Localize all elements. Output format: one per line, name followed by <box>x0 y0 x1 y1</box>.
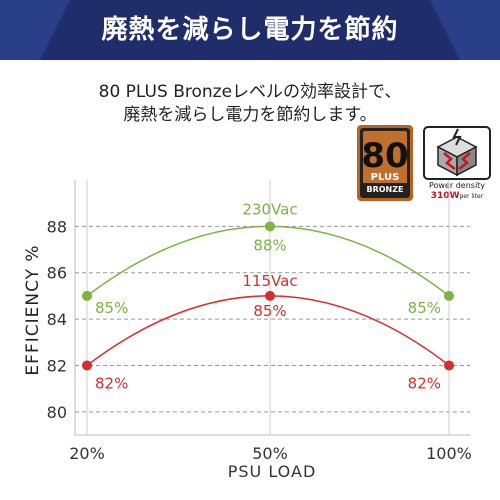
data-label-0-1: 88% <box>253 236 286 254</box>
data-point-1-0 <box>82 360 92 371</box>
data-label-0-0: 85% <box>95 299 128 317</box>
data-point-0-0 <box>82 290 92 301</box>
80-plus-bronze-badge: 80 PLUS BRONZE <box>357 125 413 201</box>
x-axis-title: PSU LOAD <box>228 462 317 481</box>
y-tick-label-80: 80 <box>47 403 67 422</box>
x-tick-label-1: 50% <box>252 444 288 463</box>
power-density-label: Power density <box>428 181 486 190</box>
header-banner: 廃熱を減らし電力を節約 <box>0 0 500 60</box>
power-density-icon <box>423 126 491 180</box>
data-label-1-2: 82% <box>408 374 441 392</box>
x-tick-label-0: 20% <box>69 444 105 463</box>
data-label-0-2: 85% <box>408 299 441 317</box>
y-tick-label-86: 86 <box>47 264 67 283</box>
data-label-1-1: 85% <box>253 302 286 320</box>
y-axis-title: EFFICIENCY % <box>23 244 43 375</box>
badge-80-number: 80 <box>361 136 408 176</box>
banner-background <box>0 0 500 60</box>
subtitle-line-1: 80 PLUS Bronzeレベルの効率設計で、 <box>98 82 402 102</box>
data-point-1-1 <box>265 290 275 301</box>
y-tick-label-88: 88 <box>47 217 67 236</box>
series-name-label-0: 230Vac <box>242 200 297 218</box>
banner-title: 廃熱を減らし電力を節約 <box>101 15 399 45</box>
data-point-0-2 <box>444 290 454 301</box>
power-density-badge: Power density 310Wper liter <box>422 125 492 203</box>
data-point-0-1 <box>265 221 275 232</box>
badge-plus-text: PLUS <box>371 172 400 183</box>
badge-bronze-text: BRONZE <box>366 185 403 194</box>
power-density-value: 310Wper liter <box>422 191 492 201</box>
power-density-number: 310W <box>430 191 460 201</box>
y-tick-label-84: 84 <box>47 310 67 329</box>
series-name-label-1: 115Vac <box>242 272 297 290</box>
subtitle-line-2: 廃熱を減らし電力を節約します。 <box>123 105 377 125</box>
x-tick-label-2: 100% <box>426 444 472 463</box>
data-point-1-2 <box>444 360 454 371</box>
y-tick-label-82: 82 <box>47 356 67 375</box>
data-label-1-0: 82% <box>95 374 128 392</box>
power-density-unit: per liter <box>459 193 484 200</box>
